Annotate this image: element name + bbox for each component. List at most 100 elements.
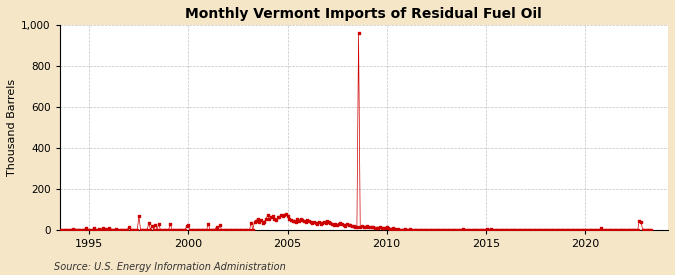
Point (431, 228, 441, 232)
Point (76, 228, 86, 232)
Point (206, 228, 217, 232)
Point (145, 228, 156, 232)
Y-axis label: Thousand Barrels: Thousand Barrels (7, 79, 17, 176)
Point (219, 228, 230, 232)
Point (294, 218, 304, 223)
Point (403, 228, 414, 232)
Point (109, 228, 119, 232)
Point (523, 228, 534, 232)
Point (586, 228, 597, 232)
Point (624, 228, 634, 232)
Point (492, 228, 503, 232)
Point (90, 228, 101, 232)
Point (264, 216, 275, 221)
Point (344, 222, 354, 227)
Point (63, 228, 74, 232)
Point (317, 220, 327, 225)
Point (618, 228, 628, 232)
Point (383, 226, 394, 230)
Point (636, 219, 647, 224)
Point (96, 228, 107, 232)
Point (304, 218, 315, 223)
Point (111, 227, 122, 231)
Point (97, 226, 108, 230)
Point (418, 228, 429, 232)
Point (331, 222, 342, 227)
Point (310, 220, 321, 225)
Point (433, 228, 443, 232)
Point (274, 215, 285, 220)
Point (556, 228, 567, 232)
Point (378, 226, 389, 230)
Point (340, 224, 351, 228)
Point (514, 228, 524, 232)
Point (386, 227, 397, 231)
Point (65, 228, 76, 232)
Point (203, 221, 214, 226)
Point (355, 224, 366, 229)
Point (284, 216, 294, 221)
Point (209, 228, 220, 232)
Point (194, 228, 205, 232)
Point (200, 228, 211, 232)
Point (546, 228, 557, 232)
Point (522, 228, 533, 232)
Point (619, 228, 630, 232)
Point (239, 228, 250, 232)
Point (256, 217, 267, 222)
Point (89, 226, 100, 230)
Point (244, 228, 255, 232)
Point (112, 228, 123, 232)
Point (548, 228, 559, 232)
Point (356, 224, 367, 228)
Point (585, 228, 595, 232)
Point (423, 228, 433, 232)
Point (385, 227, 396, 231)
Point (639, 228, 649, 232)
Point (434, 228, 445, 232)
Point (448, 228, 458, 232)
Point (563, 228, 574, 232)
Point (460, 228, 471, 232)
Point (165, 221, 176, 226)
Point (593, 228, 603, 232)
Point (361, 224, 372, 228)
Point (241, 228, 252, 232)
Point (137, 228, 148, 232)
Point (160, 228, 171, 232)
Point (419, 228, 430, 232)
Point (427, 228, 438, 232)
Point (342, 221, 352, 226)
Point (290, 219, 301, 224)
Point (120, 228, 131, 232)
Point (446, 228, 456, 232)
Point (330, 221, 341, 226)
Point (468, 228, 479, 232)
Point (92, 228, 103, 232)
Point (472, 228, 483, 232)
Point (78, 228, 88, 232)
Point (353, 31, 364, 35)
Point (555, 228, 566, 232)
Point (188, 228, 199, 232)
Point (59, 228, 70, 232)
Point (48, 228, 59, 232)
Point (466, 228, 477, 232)
Point (161, 228, 172, 232)
Point (208, 228, 219, 232)
Point (540, 228, 551, 232)
Point (198, 228, 209, 232)
Point (622, 228, 633, 232)
Point (502, 228, 512, 232)
Point (54, 228, 65, 232)
Point (411, 228, 422, 232)
Point (221, 228, 232, 232)
Point (305, 219, 316, 224)
Point (193, 228, 204, 232)
Point (416, 228, 427, 232)
Point (115, 228, 126, 232)
Point (531, 228, 542, 232)
Point (168, 228, 179, 232)
Point (642, 228, 653, 232)
Point (545, 228, 556, 232)
